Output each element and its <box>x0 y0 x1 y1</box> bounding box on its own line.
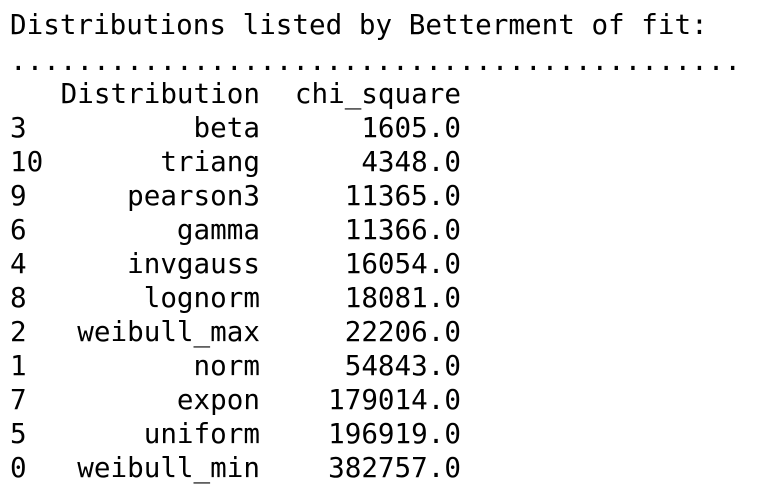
row-index: 2 <box>10 315 27 348</box>
table-row: 3 beta 1605.0 <box>0 111 758 145</box>
row-chi-square: 18081.0 <box>344 281 461 314</box>
table-row: 8 lognorm 18081.0 <box>0 281 758 315</box>
row-index: 3 <box>10 111 27 144</box>
table-row: 0 weibull_min 382757.0 <box>0 451 758 485</box>
row-chi-square: 1605.0 <box>361 111 461 144</box>
row-distribution: pearson3 <box>127 179 260 212</box>
row-index: 7 <box>10 383 27 416</box>
output-title: Distributions listed by Betterment of fi… <box>10 8 708 41</box>
row-chi-square: 382757.0 <box>328 451 461 484</box>
row-chi-square: 54843.0 <box>344 349 461 382</box>
row-chi-square: 179014.0 <box>328 383 461 416</box>
row-index: 5 <box>10 417 27 450</box>
table-row: 6 gamma 11366.0 <box>0 213 758 247</box>
row-distribution: norm <box>193 349 260 382</box>
row-distribution: lognorm <box>143 281 260 314</box>
row-index: 10 <box>10 145 44 178</box>
table-header: Distribution chi_square <box>0 77 758 111</box>
row-distribution: beta <box>193 111 260 144</box>
row-chi-square: 11366.0 <box>344 213 461 246</box>
row-chi-square: 22206.0 <box>344 315 461 348</box>
row-chi-square: 196919.0 <box>328 417 461 450</box>
row-distribution: uniform <box>143 417 260 450</box>
table-row: 2 weibull_max 22206.0 <box>0 315 758 349</box>
row-chi-square: 11365.0 <box>344 179 461 212</box>
table-row: 9 pearson3 11365.0 <box>0 179 758 213</box>
table-row: 7 expon 179014.0 <box>0 383 758 417</box>
row-chi-square: 16054.0 <box>344 247 461 280</box>
column-header-distribution: Distribution <box>60 77 260 110</box>
table-row: 1 norm 54843.0 <box>0 349 758 383</box>
row-index: 4 <box>10 247 27 280</box>
row-distribution: weibull_max <box>77 315 260 348</box>
dotted-separator: ........................................… <box>10 44 741 77</box>
row-distribution: expon <box>176 383 260 416</box>
table-row: 5 uniform 196919.0 <box>0 417 758 451</box>
table-row: 4 invgauss 16054.0 <box>0 247 758 281</box>
row-index: 6 <box>10 213 27 246</box>
row-index: 1 <box>10 349 27 382</box>
row-distribution: gamma <box>176 213 260 246</box>
row-distribution: triang <box>160 145 260 178</box>
row-distribution: weibull_min <box>77 451 260 484</box>
row-chi-square: 4348.0 <box>361 145 461 178</box>
row-index: 0 <box>10 451 27 484</box>
row-distribution: invgauss <box>127 247 260 280</box>
row-index: 8 <box>10 281 27 314</box>
table-row: 10 triang 4348.0 <box>0 145 758 179</box>
column-header-chi-square: chi_square <box>294 77 461 110</box>
row-index: 9 <box>10 179 27 212</box>
